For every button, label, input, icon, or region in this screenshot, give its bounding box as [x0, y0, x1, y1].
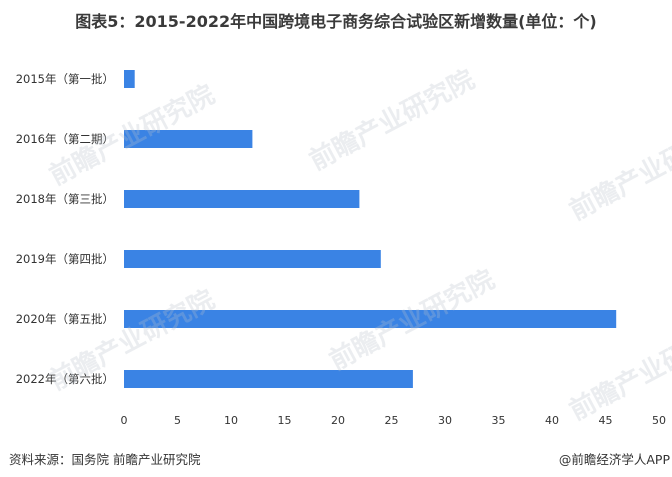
x-tick-label: 5 [174, 414, 181, 427]
bar-5 [124, 370, 413, 388]
x-tick-label: 25 [385, 414, 399, 427]
bar-0 [124, 70, 135, 88]
category-label: 2015年（第一批） [16, 72, 114, 86]
chart-title: 图表5：2015-2022年中国跨境电子商务综合试验区新增数量(单位：个) [75, 12, 597, 31]
x-tick-label: 15 [278, 414, 292, 427]
bar-3 [124, 250, 381, 268]
category-label: 2016年（第二期） [16, 132, 114, 146]
x-tick-label: 50 [652, 414, 666, 427]
source-note: 资料来源：国务院 前瞻产业研究院 [9, 452, 201, 467]
category-label: 2022年（第六批） [16, 372, 114, 386]
x-tick-label: 35 [492, 414, 506, 427]
category-label: 2019年（第四批） [16, 252, 114, 266]
bar-4 [124, 310, 617, 328]
x-tick-label: 45 [599, 414, 613, 427]
credit-note: @前瞻经济学人APP [558, 452, 670, 467]
x-tick-label: 0 [121, 414, 128, 427]
x-tick-label: 10 [224, 414, 238, 427]
x-tick-label: 30 [438, 414, 452, 427]
bar-2 [124, 190, 360, 208]
x-tick-label: 20 [331, 414, 345, 427]
category-label: 2018年（第三批） [16, 192, 114, 206]
category-label: 2020年（第五批） [16, 312, 114, 326]
x-tick-label: 40 [545, 414, 559, 427]
bar-1 [124, 130, 253, 148]
